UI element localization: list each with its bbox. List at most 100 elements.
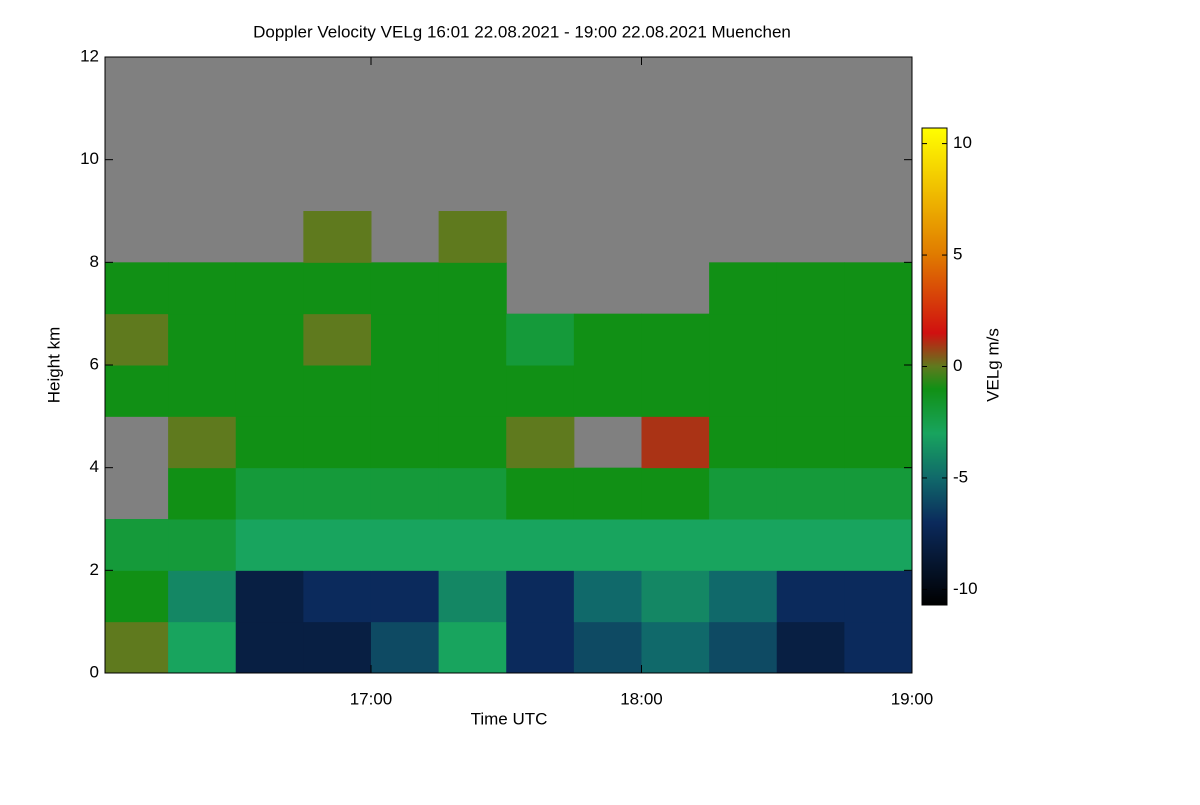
colorbar-strip xyxy=(922,407,947,409)
colorbar-strip xyxy=(922,353,947,355)
colorbar-strip xyxy=(922,309,947,311)
colorbar-strip xyxy=(922,280,947,282)
heatmap-cell xyxy=(573,467,642,520)
colorbar-strip xyxy=(922,467,947,469)
colorbar-strip xyxy=(922,427,947,429)
colorbar-strip xyxy=(922,241,947,243)
colorbar-strip xyxy=(922,468,947,470)
colorbar-strip xyxy=(922,391,947,393)
colorbar-strip xyxy=(922,142,947,144)
heatmap-cell xyxy=(168,416,237,469)
colorbar-strip xyxy=(922,395,947,397)
colorbar-strip xyxy=(922,257,947,259)
colorbar-strip xyxy=(922,347,947,349)
colorbar-tick-label: -5 xyxy=(953,467,968,486)
colorbar-strip xyxy=(922,484,947,486)
colorbar-strip xyxy=(922,524,947,526)
heatmap-cell xyxy=(303,416,372,469)
colorbar-strip xyxy=(922,400,947,402)
colorbar-strip xyxy=(922,323,947,325)
colorbar-strip xyxy=(922,378,947,380)
colorbar-strip xyxy=(922,383,947,385)
colorbar-strip xyxy=(922,582,947,584)
colorbar-strip xyxy=(922,134,947,136)
heatmap-cell xyxy=(168,313,237,366)
colorbar-strip xyxy=(922,439,947,441)
colorbar-strip xyxy=(922,278,947,280)
heatmap-cell xyxy=(370,519,440,571)
colorbar-strip xyxy=(922,172,947,174)
colorbar-strip xyxy=(922,454,947,456)
colorbar-strip xyxy=(922,536,947,538)
heatmap-cell xyxy=(438,621,507,673)
heatmap-cell xyxy=(641,467,710,520)
colorbar-strip xyxy=(922,457,947,459)
colorbar-strip xyxy=(922,527,947,529)
heatmap-cell xyxy=(370,621,440,673)
colorbar-strip xyxy=(922,311,947,313)
colorbar-strip xyxy=(922,392,947,394)
colorbar-strip xyxy=(922,208,947,210)
heatmap-cell xyxy=(438,467,507,520)
colorbar-strip xyxy=(922,223,947,225)
heatmap-cell xyxy=(844,519,912,571)
colorbar-strip xyxy=(922,330,947,332)
colorbar-strip xyxy=(922,472,947,474)
colorbar-strip xyxy=(922,228,947,230)
colorbar-strip xyxy=(922,193,947,195)
colorbar-strip xyxy=(922,204,947,206)
colorbar-strip xyxy=(922,300,947,302)
colorbar-strip xyxy=(922,294,947,296)
colorbar-strip xyxy=(922,350,947,352)
heatmap-cell xyxy=(709,519,778,571)
colorbar-strip xyxy=(922,305,947,307)
colorbar-strip xyxy=(922,209,947,211)
heatmap-cell xyxy=(641,570,710,623)
colorbar-strip xyxy=(922,571,947,573)
colorbar-strip xyxy=(922,242,947,244)
colorbar-strip xyxy=(922,375,947,377)
colorbar-strip xyxy=(922,462,947,464)
colorbar-strip xyxy=(922,203,947,205)
heatmap-cell xyxy=(370,313,440,366)
colorbar-strip xyxy=(922,367,947,369)
colorbar-strip xyxy=(922,163,947,165)
colorbar-strip xyxy=(922,482,947,484)
heatmap-cell xyxy=(303,365,372,417)
colorbar-strip xyxy=(922,314,947,316)
colorbar-strip xyxy=(922,591,947,593)
x-tick-label: 18:00 xyxy=(620,689,663,708)
x-tick-label: 19:00 xyxy=(891,689,934,708)
colorbar-strip xyxy=(922,556,947,558)
colorbar-strip xyxy=(922,175,947,177)
colorbar-strip xyxy=(922,256,947,258)
colorbar-strip xyxy=(922,465,947,467)
colorbar-strip xyxy=(922,503,947,505)
colorbar-strip xyxy=(922,390,947,392)
colorbar-strip xyxy=(922,337,947,339)
colorbar-strip xyxy=(922,570,947,572)
colorbar-strip xyxy=(922,405,947,407)
colorbar-strip xyxy=(922,452,947,454)
colorbar-strip xyxy=(922,329,947,331)
colorbar-strip xyxy=(922,166,947,168)
heatmap xyxy=(105,57,912,673)
colorbar-strip xyxy=(922,450,947,452)
colorbar-strip xyxy=(922,453,947,455)
colorbar-strip xyxy=(922,276,947,278)
colorbar-strip xyxy=(922,502,947,504)
colorbar-strip xyxy=(922,358,947,360)
colorbar-strip xyxy=(922,471,947,473)
colorbar-strip xyxy=(922,601,947,603)
colorbar-strip xyxy=(922,478,947,480)
colorbar-strip xyxy=(922,426,947,428)
y-tick-label: 6 xyxy=(90,354,99,373)
heatmap-cell xyxy=(105,262,169,315)
colorbar-strip xyxy=(922,387,947,389)
colorbar-strip xyxy=(922,593,947,595)
colorbar-strip xyxy=(922,346,947,348)
colorbar-strip xyxy=(922,386,947,388)
colorbar-strip xyxy=(922,281,947,283)
colorbar-strip xyxy=(922,539,947,541)
colorbar-strip xyxy=(922,312,947,314)
